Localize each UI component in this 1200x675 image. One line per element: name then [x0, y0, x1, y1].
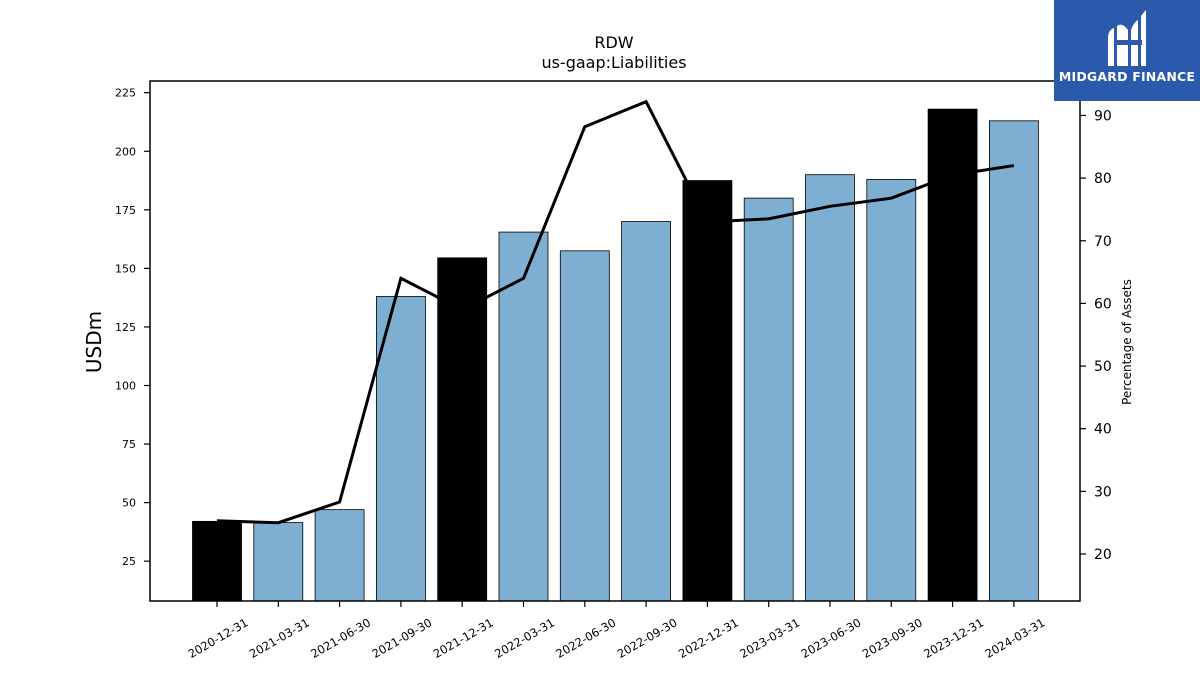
bar-2024-03-31: [989, 120, 1039, 602]
bar-2022-03-31: [498, 231, 549, 602]
bar-2021-03-31: [253, 522, 304, 602]
x-tick-label: 2023-09-30: [860, 615, 925, 661]
y2-tick-label: 40: [1094, 422, 1112, 438]
x-tick-label: 2022-03-31: [492, 615, 557, 661]
bar-2022-06-30: [559, 250, 610, 602]
x-tick-label: 2020-12-31: [186, 615, 251, 661]
x-tick-label: 2022-06-30: [553, 615, 618, 661]
bar-2021-09-30: [375, 296, 426, 602]
chart-title: RDW: [594, 33, 633, 52]
plot-frame: [149, 80, 1081, 602]
bar-2023-03-31: [743, 197, 794, 602]
x-tick-label: 2022-09-30: [615, 615, 680, 661]
midgard-finance-logo: MIDGARD FINANCE: [1054, 0, 1200, 101]
bar-2023-12-31: [927, 108, 978, 602]
x-tick-label: 2024-03-31: [983, 615, 1048, 661]
y2-axis-ticks: 20 30 40 50 60 70 80 90: [1080, 108, 1112, 563]
y-tick-label: 75: [122, 438, 136, 451]
bars-group: [192, 108, 1039, 602]
y-tick-label: 175: [115, 204, 136, 217]
bar-2022-12-31: [682, 180, 733, 602]
line-series: [216, 99, 1015, 525]
x-tick-label: 2023-03-31: [737, 615, 802, 661]
bar-2021-12-31: [437, 257, 488, 602]
x-axis-ticks: 2020-12-312021-03-312021-06-302021-09-30…: [186, 601, 1048, 661]
y2-tick-label: 60: [1094, 296, 1112, 312]
x-tick-label: 2021-12-31: [431, 615, 496, 661]
logo-text: MIDGARD FINANCE: [1058, 69, 1196, 84]
bar-2023-09-30: [866, 178, 917, 602]
y-tick-label: 150: [115, 262, 136, 275]
bar-2022-09-30: [621, 221, 671, 602]
y2-axis-label: Percentage of Assets: [1120, 279, 1134, 405]
y-tick-label: 225: [115, 87, 136, 100]
y2-tick-label: 30: [1094, 484, 1112, 500]
chart-subtitle: us-gaap:Liabilities: [541, 53, 686, 72]
y2-tick-label: 20: [1094, 547, 1112, 563]
y-axis-label: USDm: [82, 311, 106, 373]
bar-2020-12-31: [192, 520, 242, 602]
y-tick-label: 50: [122, 497, 136, 510]
y-tick-label: 25: [122, 555, 136, 568]
bar-2021-06-30: [314, 509, 365, 602]
y-axis-ticks: 25 50 75 100 125 150 175 200 225: [115, 87, 150, 568]
x-tick-label: 2021-06-30: [308, 615, 373, 661]
x-tick-label: 2021-03-31: [247, 615, 312, 661]
y-tick-label: 200: [115, 145, 136, 158]
y2-tick-label: 80: [1094, 171, 1112, 187]
x-tick-label: 2023-12-31: [921, 615, 986, 661]
y-tick-label: 125: [115, 321, 136, 334]
x-tick-label: 2022-12-31: [676, 615, 741, 661]
y2-tick-label: 70: [1094, 234, 1112, 250]
percentage-line: [216, 99, 1015, 525]
x-tick-label: 2023-06-30: [799, 615, 864, 661]
logo-mark-icon: [1108, 10, 1146, 67]
x-tick-label: 2021-09-30: [370, 615, 435, 661]
y2-tick-label: 50: [1094, 359, 1112, 375]
y2-tick-label: 90: [1094, 108, 1112, 124]
bar-2023-06-30: [805, 174, 855, 602]
y-tick-label: 100: [115, 380, 136, 393]
